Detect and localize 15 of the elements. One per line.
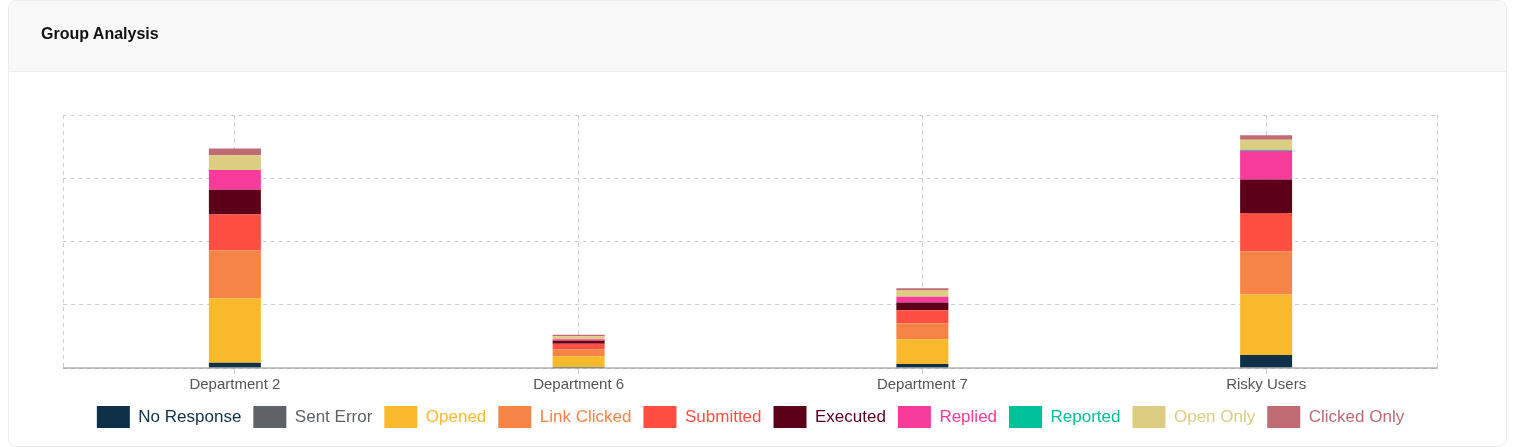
chart-title: Group Analysis (41, 25, 159, 43)
legend-label: Replied (939, 406, 998, 426)
legend-label: Submitted (684, 406, 762, 426)
legend-label: Executed (815, 406, 886, 426)
legend-label: Link Clicked (539, 406, 632, 426)
legend-label: Opened (425, 406, 487, 426)
legend-label: Open Only (1173, 406, 1256, 426)
x-tick-label: Department 6 (533, 375, 625, 393)
x-tick-label: Department 2 (189, 375, 281, 393)
x-tick-label: Risky Users (1226, 375, 1307, 393)
legend-label: No Response (138, 406, 242, 426)
x-tick-label: Department 7 (876, 375, 968, 393)
legend-label: Clicked Only (1308, 406, 1405, 426)
legend-label: Sent Error (294, 406, 373, 426)
legend-label: Reported (1050, 406, 1121, 426)
